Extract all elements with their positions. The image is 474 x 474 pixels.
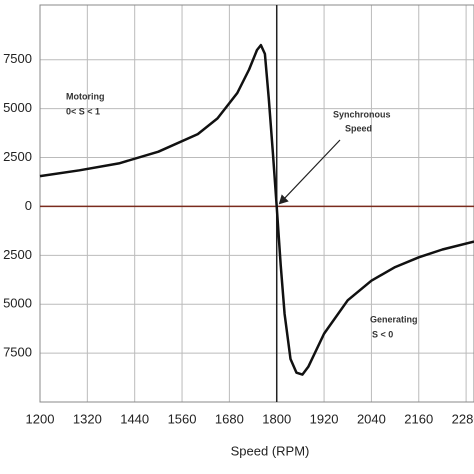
x-tick-label: 1440: [120, 411, 149, 426]
y-tick-label: 2500: [3, 149, 32, 164]
y-tick-label: 2500: [3, 247, 32, 262]
x-tick-label: 1680: [215, 411, 244, 426]
annotation: S < 0: [372, 329, 393, 339]
annotation: Generating: [370, 314, 418, 324]
annotation: Speed: [345, 123, 372, 133]
x-tick-label: 2280: [452, 411, 474, 426]
y-tick-label: 7500: [3, 345, 32, 360]
x-tick-label: 1560: [168, 411, 197, 426]
x-tick-label: 1800: [262, 411, 291, 426]
annotation: Synchronous: [333, 109, 391, 119]
y-tick-label: 5000: [3, 296, 32, 311]
x-tick-label: 1920: [310, 411, 339, 426]
arrow-head: [278, 194, 289, 205]
y-tick-label: 5000: [3, 100, 32, 115]
line: [39, 43, 474, 376]
x-tick-label: 1320: [73, 411, 102, 426]
annotation: 0< S < 1: [66, 106, 100, 116]
plot: 7500 5000 2500 0 2500 5000 7500 1200 1320 1440 156…: [3, 4, 474, 426]
annotation: Motoring: [66, 91, 105, 101]
y-tick-label: 7500: [3, 51, 32, 66]
plot-frame: [39, 4, 474, 403]
arrow: [279, 139, 341, 204]
y-tick-label: 0: [25, 198, 32, 213]
x-axis-label: Speed (RPM): [231, 443, 310, 458]
x-tick-label: 1200: [26, 411, 55, 426]
x-tick-label: 2040: [357, 411, 386, 426]
x-tick-label: 2160: [404, 411, 433, 426]
